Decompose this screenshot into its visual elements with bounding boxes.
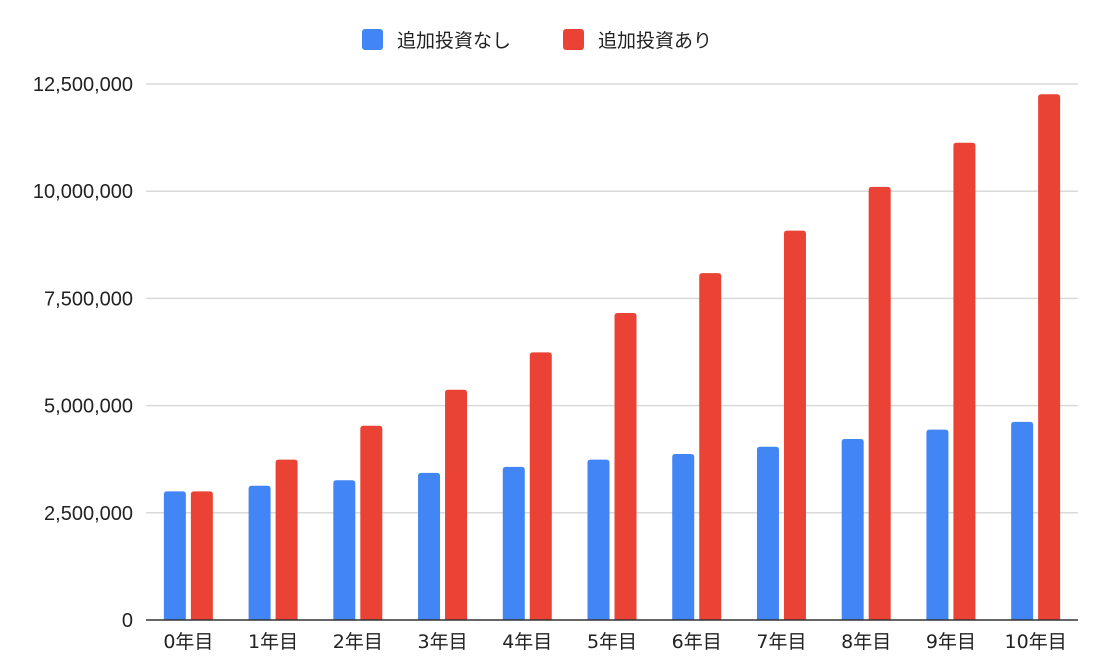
gridlines [146,83,1078,514]
x-tick-label: 3年目 [417,631,467,653]
bar-no-additional-7 [756,446,779,620]
legend: 追加投資なし 追加投資あり [362,29,712,52]
bar-with-additional-2 [360,425,383,620]
x-axis: 0年目 1年目 2年目 3年目 4年目 5年目 6年目 7年目 8年目 9年目 10年目 [146,619,1078,653]
x-tick-label: 9年目 [926,631,976,653]
x-tick-label: 7年目 [756,631,806,653]
bar-with-additional-1 [275,459,298,620]
bar-no-additional-6 [672,454,695,620]
bar-no-additional-0 [163,491,186,620]
bar-with-additional-4 [529,352,552,620]
x-tick-label: 5年目 [587,631,637,653]
legend-label: 追加投資なし [397,30,511,52]
legend-swatch [563,29,584,50]
y-tick-label: 10,000,000 [33,181,133,203]
bar-with-additional-9 [953,142,976,620]
bar-with-additional-3 [445,389,468,620]
x-tick-label: 4年目 [502,631,552,653]
x-tick-label: 6年目 [672,631,722,653]
bar-no-additional-10 [1011,421,1034,620]
bar-no-additional-5 [587,459,610,620]
y-tick-label: 2,500,000 [44,503,133,525]
bar-with-additional-10 [1038,94,1061,620]
y-axis: 0 2,500,000 5,000,000 7,500,000 10,000,000 12… [33,74,133,632]
x-tick-label: 2年目 [333,631,383,653]
x-tick-label: 8年目 [841,631,891,653]
bar-with-additional-5 [614,312,637,620]
bar-with-additional-8 [868,186,891,621]
x-tick-label: 0年目 [163,631,213,653]
bar-no-additional-3 [418,472,441,620]
x-tick-label: 1年目 [248,631,298,653]
legend-swatch [362,29,383,50]
bar-with-additional-7 [783,230,806,620]
bar-no-additional-9 [926,429,949,620]
y-tick-label: 12,500,000 [33,74,133,96]
bar-no-additional-2 [333,480,356,620]
bar-with-additional-6 [699,273,722,620]
y-tick-label: 5,000,000 [44,396,133,418]
bar-no-additional-8 [841,439,864,620]
bars [163,94,1061,621]
bar-no-additional-1 [248,485,271,620]
y-tick-label: 0 [122,610,133,632]
legend-label: 追加投資あり [598,30,712,52]
y-tick-label: 7,500,000 [44,288,133,310]
bar-no-additional-4 [502,466,525,620]
bar-with-additional-0 [190,491,213,620]
x-tick-label: 10年目 [1005,631,1067,653]
